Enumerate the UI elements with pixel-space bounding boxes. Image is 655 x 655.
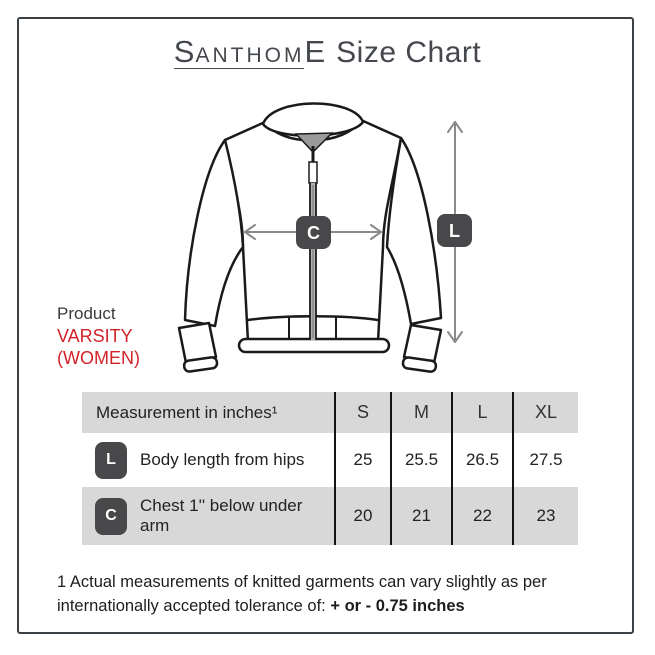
length-value-s: 25 xyxy=(334,433,390,487)
chest-value-l: 22 xyxy=(451,487,512,545)
jacket-left-cuff-rib xyxy=(182,356,219,373)
product-name-line2: (WOMEN) xyxy=(57,348,140,368)
svg-text:C: C xyxy=(307,223,320,243)
length-label-text: Body length from hips xyxy=(140,450,305,469)
chest-value-s: 20 xyxy=(334,487,390,545)
jacket-collar xyxy=(261,102,365,138)
size-table: Measurement in inches¹ S M L XL L Body l… xyxy=(82,392,578,545)
brand-logo: SANTHOM xyxy=(173,34,305,69)
brand-logo-letter-e: E xyxy=(304,34,327,69)
product-label: Product xyxy=(57,304,116,323)
footnote-text: 1 Actual measurements of knitted garment… xyxy=(57,573,547,615)
length-badge-table: L xyxy=(95,441,127,479)
jacket-hem-rib xyxy=(237,337,391,354)
svg-text:L: L xyxy=(449,221,460,241)
jacket-right-cuff-rib xyxy=(401,356,438,373)
product-info: Product VARSITY (WOMEN) xyxy=(57,303,140,369)
product-name-line1: VARSITY xyxy=(57,326,133,346)
table-header-size-m: M xyxy=(390,392,451,433)
table-row-chest-label: C Chest 1'' below under arm xyxy=(82,487,334,545)
jacket-diagram: C L xyxy=(177,102,472,373)
border-frame xyxy=(17,17,634,634)
footnote-tolerance-value: + or - 0.75 inches xyxy=(330,597,465,615)
jacket-zipper xyxy=(308,146,318,340)
jacket-left-sleeve xyxy=(183,138,245,328)
length-badge: L xyxy=(437,214,472,247)
jacket-left-cuff xyxy=(177,321,218,365)
length-value-l: 26.5 xyxy=(451,433,512,487)
table-header-size-l: L xyxy=(451,392,512,433)
table-header-size-s: S xyxy=(334,392,390,433)
table-header-measurement: Measurement in inches¹ xyxy=(82,392,334,433)
length-value-m: 25.5 xyxy=(390,433,451,487)
title-text: Size Chart xyxy=(336,36,482,69)
chest-badge-table: C xyxy=(95,497,127,535)
jacket-illustration xyxy=(177,102,443,373)
page-title: SANTHOME Size Chart xyxy=(0,34,655,70)
chest-badge: C xyxy=(296,216,331,249)
tolerance-footnote: 1 Actual measurements of knitted garment… xyxy=(57,570,602,618)
brand-logo-letter-s: S xyxy=(173,34,196,69)
length-value-xl: 27.5 xyxy=(512,433,578,487)
chest-value-xl: 23 xyxy=(512,487,578,545)
chest-value-m: 21 xyxy=(390,487,451,545)
zipper-pull xyxy=(308,161,318,184)
table-row-length-label: L Body length from hips xyxy=(82,433,334,487)
jacket-collar-inner xyxy=(294,132,334,154)
table-header-size-xl: XL xyxy=(512,392,578,433)
jacket-right-sleeve xyxy=(385,136,443,326)
chest-label-text: Chest 1'' below under arm xyxy=(140,496,303,535)
brand-logo-mid: ANTHOM xyxy=(195,44,305,67)
